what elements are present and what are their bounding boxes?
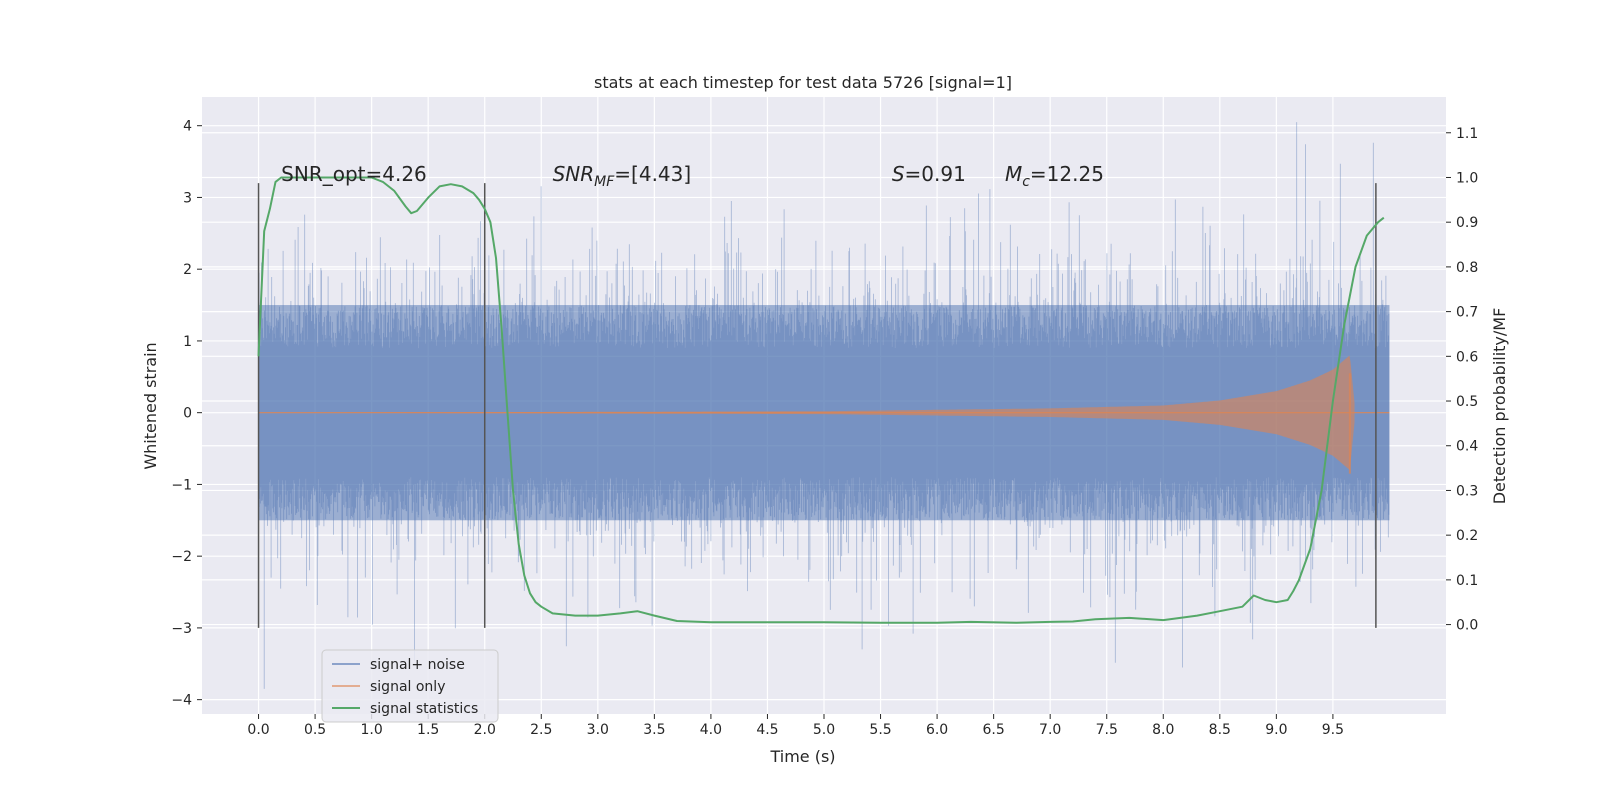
x-tick-label: 6.0 bbox=[926, 722, 948, 738]
x-tick-label: 9.0 bbox=[1265, 722, 1287, 738]
x-tick-label: 7.0 bbox=[1039, 722, 1061, 738]
y-axis-right: 0.0 0.1 0.2 0.3 0.4 0.5 0.6 0.7 0.8 0.9 1.0 1.1 bbox=[1446, 126, 1478, 634]
y-tick-label: −1 bbox=[171, 477, 192, 493]
legend-box bbox=[321, 649, 499, 723]
x-tick-label: 4.5 bbox=[756, 722, 778, 738]
x-tick-label: 3.5 bbox=[643, 722, 665, 738]
x-tick-label: 4.0 bbox=[700, 722, 722, 738]
legend-entry: signal statistics bbox=[370, 701, 478, 717]
y-tick-label: 3 bbox=[183, 190, 192, 206]
y-right-tick-label: 0.0 bbox=[1456, 618, 1478, 634]
y-tick-label: 1 bbox=[183, 334, 192, 350]
x-tick-label: 5.5 bbox=[869, 722, 891, 738]
y-tick-label: −4 bbox=[171, 693, 192, 709]
y-right-tick-label: 0.5 bbox=[1456, 394, 1478, 410]
annotation: SNRMF=[4.43] bbox=[553, 162, 692, 190]
y-right-tick-label: 0.2 bbox=[1456, 528, 1478, 544]
legend-entry: signal+ noise bbox=[370, 657, 465, 673]
x-tick-label: 9.5 bbox=[1322, 722, 1344, 738]
x-tick-label: 0.0 bbox=[247, 722, 269, 738]
vertical-markers bbox=[257, 183, 1377, 628]
x-axis-label: Time (s) bbox=[769, 747, 835, 766]
x-tick-label: 5.0 bbox=[813, 722, 835, 738]
x-tick-label: 2.0 bbox=[474, 722, 496, 738]
x-tick-label: 1.0 bbox=[361, 722, 383, 738]
legend: signal+ noise signal only signal statistic… bbox=[321, 649, 499, 723]
y-right-tick-label: 0.6 bbox=[1456, 349, 1478, 365]
x-tick-label: 7.5 bbox=[1096, 722, 1118, 738]
y-tick-label: 2 bbox=[183, 262, 192, 278]
annotation: SNR_opt=4.26 bbox=[281, 162, 427, 186]
x-tick-label: 8.0 bbox=[1152, 722, 1174, 738]
y-right-tick-label: 0.4 bbox=[1456, 439, 1478, 455]
y-right-tick-label: 0.1 bbox=[1456, 573, 1478, 589]
y-right-tick-label: 0.9 bbox=[1456, 215, 1478, 231]
x-tick-label: 8.5 bbox=[1209, 722, 1231, 738]
stats-series bbox=[257, 176, 1385, 624]
y-right-tick-label: 0.8 bbox=[1456, 260, 1478, 276]
annotation: Mc=12.25 bbox=[1005, 162, 1104, 190]
y-tick-label: −2 bbox=[171, 549, 192, 565]
stats-line bbox=[257, 176, 1385, 624]
legend-entry: signal only bbox=[370, 679, 445, 695]
y-axis-left: −4 −3 −2 −1 0 1 2 3 4 bbox=[171, 119, 202, 709]
x-tick-label: 3.0 bbox=[587, 722, 609, 738]
y-axis-right-label: Detection probability/MF bbox=[1490, 308, 1509, 505]
annotations: SNR_opt=4.26 SNRMF=[4.43] S=0.91 Mc=12.25 bbox=[281, 162, 1104, 190]
x-axis: 0.0 0.5 1.0 1.5 2.0 2.5 3.0 3.5 4.0 4.5 5.0 5.5 6.0 6… bbox=[247, 714, 1344, 738]
chart-title: stats at each timestep for test data 572… bbox=[594, 73, 1012, 92]
x-tick-label: 6.5 bbox=[983, 722, 1005, 738]
y-right-tick-label: 1.0 bbox=[1456, 170, 1478, 186]
x-tick-label: 2.5 bbox=[530, 722, 552, 738]
y-tick-label: 4 bbox=[183, 119, 192, 135]
y-tick-label: 0 bbox=[183, 406, 192, 422]
signal-series bbox=[258, 355, 1390, 474]
y-right-tick-label: 0.3 bbox=[1456, 483, 1478, 499]
y-right-tick-label: 1.1 bbox=[1456, 126, 1478, 142]
x-tick-label: 0.5 bbox=[304, 722, 326, 738]
y-tick-label: −3 bbox=[171, 621, 192, 637]
x-tick-label: 1.5 bbox=[417, 722, 439, 738]
y-right-tick-label: 0.7 bbox=[1456, 305, 1478, 321]
y-axis-label: Whitened strain bbox=[141, 342, 160, 469]
annotation: S=0.91 bbox=[892, 162, 966, 186]
